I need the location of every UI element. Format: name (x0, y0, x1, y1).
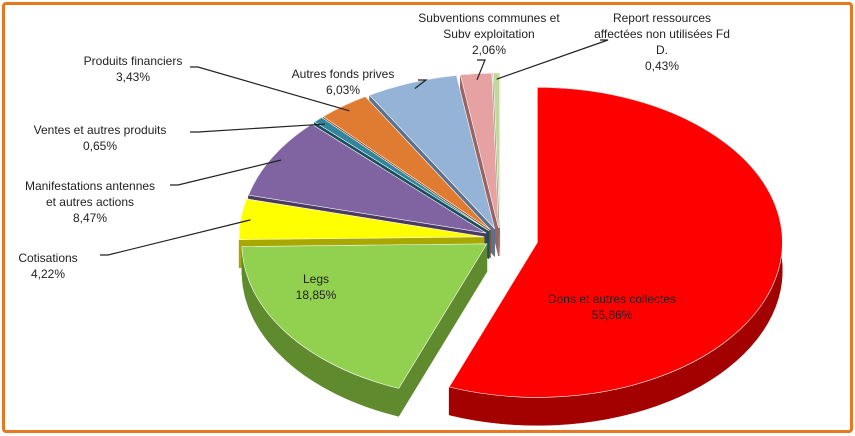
pie-slice (248, 123, 487, 234)
pie-slice (313, 117, 490, 232)
slice-label: Cotisations 4,22% (18, 251, 77, 281)
slice-label: Manifestations antennes et autres actions… (25, 179, 155, 225)
leader-line (190, 66, 350, 112)
slice-label: Dons et autres collectes 55,86% (548, 292, 676, 322)
leader-line (476, 59, 486, 81)
leader-line (170, 159, 282, 186)
leader-line (496, 39, 609, 80)
leader-line (414, 79, 428, 90)
leader-line (100, 219, 251, 256)
pie-slice (492, 72, 501, 228)
pie-slice (448, 87, 783, 398)
slice-label: Ventes et autres produits 0,65% (34, 123, 167, 153)
slice-label: Report ressources affectées non utilisées… (594, 11, 730, 73)
leader-line (190, 123, 325, 133)
slice-label: Autres fonds prives 6,03% (292, 67, 395, 97)
slice-label: Legs 18,85% (296, 272, 337, 302)
pie-slice (238, 198, 485, 240)
slice-label: Subventions communes et Subv exploitation… (418, 11, 560, 57)
slice-label: Produits financiers 3,43% (84, 54, 183, 84)
pie-slice (369, 75, 496, 230)
pie-slice (459, 72, 499, 229)
pie-slice (241, 243, 488, 389)
pie-slice (322, 96, 491, 231)
